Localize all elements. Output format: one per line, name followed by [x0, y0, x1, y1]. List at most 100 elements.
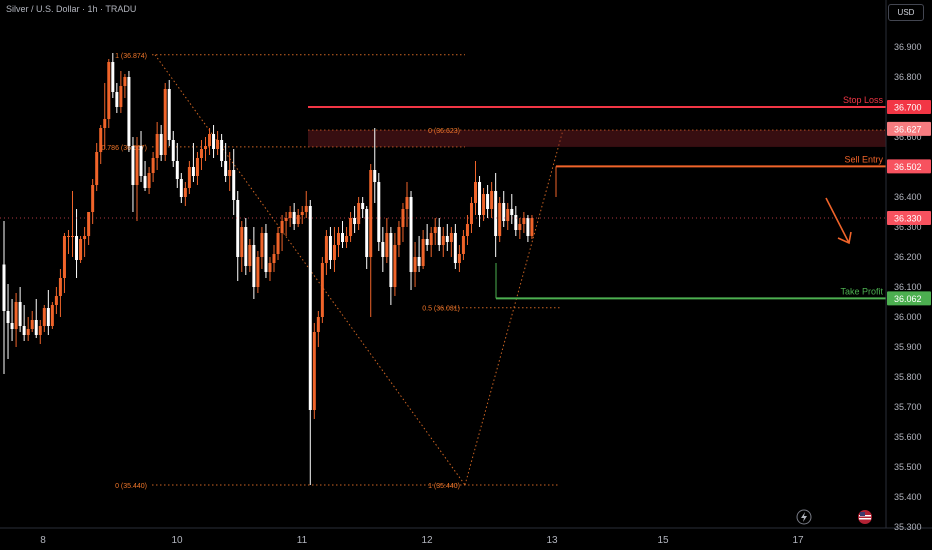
- candle-body: [369, 170, 373, 257]
- candle: [349, 212, 353, 242]
- candle-body: [417, 257, 421, 266]
- candle: [413, 242, 417, 287]
- candle: [143, 161, 147, 191]
- candle: [288, 206, 292, 227]
- candle-body: [187, 167, 191, 188]
- candle: [204, 137, 207, 161]
- candle-body: [42, 308, 46, 326]
- candle-body: [143, 176, 147, 188]
- fib-zone: [308, 130, 886, 147]
- candle: [393, 233, 397, 296]
- candle-body: [212, 134, 216, 149]
- candle: [409, 191, 413, 290]
- candle: [34, 299, 38, 338]
- candle-body: [66, 236, 70, 237]
- price-tick-label: 36.000: [894, 312, 922, 322]
- candle: [510, 194, 514, 224]
- trade-levels[interactable]: Stop Loss Sell Entry Take Profit: [308, 95, 886, 300]
- price-tick-label: 36.400: [894, 192, 922, 202]
- candle: [357, 197, 361, 230]
- candle-body: [482, 194, 486, 215]
- level-label: Take Profit: [840, 286, 883, 296]
- candle-body: [91, 185, 95, 212]
- candle: [465, 215, 469, 245]
- candle: [18, 287, 22, 332]
- candle: [526, 215, 530, 242]
- candle: [91, 179, 95, 224]
- candle: [2, 221, 6, 374]
- candle-body: [151, 158, 155, 173]
- candle-body: [332, 245, 336, 260]
- price-tag: [887, 100, 931, 114]
- candle: [99, 125, 103, 164]
- candle: [54, 287, 58, 314]
- us-flag-icon[interactable]: [857, 509, 873, 525]
- time-tick-label: 12: [421, 535, 433, 546]
- candle-body: [526, 218, 530, 236]
- candle-body: [506, 209, 510, 221]
- candle-body: [228, 170, 232, 176]
- candle: [147, 167, 151, 194]
- candle-body: [260, 233, 264, 257]
- candle-body: [401, 209, 405, 227]
- candle-body: [127, 77, 131, 146]
- candle-body: [26, 329, 30, 335]
- candle-body: [441, 236, 445, 245]
- candle-body: [191, 167, 195, 176]
- currency-button[interactable]: USD: [888, 4, 924, 21]
- arrow-head: [837, 231, 852, 245]
- candle-body: [34, 320, 38, 335]
- candle-body: [232, 170, 236, 200]
- candle: [240, 221, 244, 272]
- candle: [441, 227, 445, 257]
- candle: [328, 227, 332, 269]
- price-tag: [887, 121, 931, 136]
- candle-body: [433, 227, 437, 233]
- candle-body: [373, 170, 377, 182]
- candle-body: [385, 233, 389, 257]
- price-axis-panel[interactable]: [886, 0, 932, 550]
- candle: [506, 203, 510, 230]
- down-arrow-icon: [825, 197, 852, 245]
- candle: [345, 227, 349, 248]
- candle-body: [123, 77, 127, 86]
- candle-body: [119, 86, 123, 107]
- candle: [187, 161, 191, 194]
- lightning-icon[interactable]: [796, 509, 812, 525]
- fib-label: 1 (35.440): [428, 483, 460, 490]
- candle-body: [393, 245, 397, 287]
- candle-body: [38, 326, 42, 335]
- candle-body: [244, 227, 248, 266]
- candle: [103, 83, 107, 149]
- candle: [397, 221, 401, 257]
- candle: [264, 224, 268, 278]
- candlestick-series: [2, 53, 534, 485]
- candle: [433, 218, 437, 245]
- time-tick-label: 8: [40, 535, 46, 546]
- candle: [369, 164, 373, 317]
- candle: [191, 143, 195, 182]
- fib-trend-line[interactable]: [464, 129, 564, 486]
- candle: [316, 311, 320, 347]
- price-tick-label: 35.500: [894, 462, 922, 472]
- candle-body: [46, 308, 50, 326]
- candle: [111, 53, 115, 98]
- candle: [224, 143, 228, 182]
- candle-body: [252, 245, 256, 287]
- candle-body: [421, 239, 425, 266]
- candle: [502, 191, 506, 227]
- candle-body: [103, 119, 107, 128]
- candle: [151, 152, 155, 182]
- candle-body: [2, 264, 6, 311]
- price-tag-label: 36.062: [894, 294, 922, 304]
- candle-body: [272, 254, 276, 263]
- candle-body: [377, 182, 381, 242]
- candle: [320, 257, 324, 323]
- candle: [482, 188, 486, 221]
- candle: [494, 173, 498, 257]
- candle: [365, 206, 369, 269]
- candle: [171, 131, 175, 167]
- candle-body: [312, 332, 316, 410]
- fib-label: 0 (36.623): [428, 128, 460, 135]
